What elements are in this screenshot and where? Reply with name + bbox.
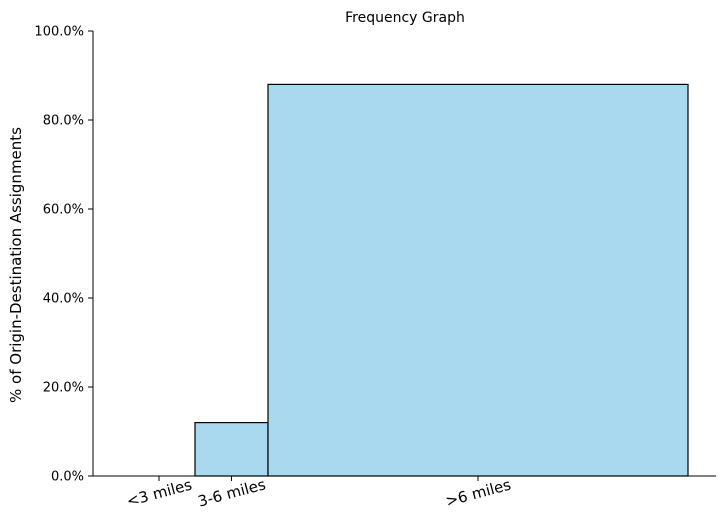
chart-title: Frequency Graph: [345, 10, 465, 26]
y-tick-label: 20.0%: [43, 381, 84, 396]
bar-2: [267, 83, 689, 477]
y-tick-label: 100.0%: [34, 25, 84, 40]
y-ticks-group: 0.0% 20.0% 40.0% 60.0% 80.0% 100.0%: [34, 25, 93, 485]
y-axis-label: % of Origin-Destination Assignments: [7, 127, 25, 403]
y-tick-label: 80.0%: [43, 114, 84, 129]
y-tick-label: 0.0%: [51, 470, 84, 485]
x-ticks-group: <3 miles 3-6 miles >6 miles: [125, 475, 513, 510]
bars-group: [194, 83, 689, 477]
y-tick-label: 40.0%: [43, 292, 84, 307]
bar-1: [194, 422, 269, 477]
y-tick-label: 60.0%: [43, 203, 84, 218]
